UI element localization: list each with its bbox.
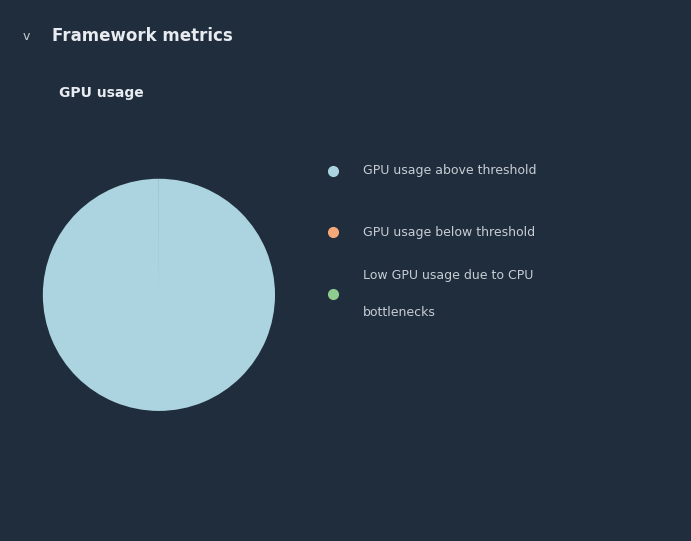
Text: GPU usage: GPU usage — [59, 86, 144, 100]
Text: Low GPU usage due to CPU: Low GPU usage due to CPU — [363, 269, 533, 282]
Text: Framework metrics: Framework metrics — [52, 27, 233, 45]
Text: GPU usage above threshold: GPU usage above threshold — [363, 164, 537, 177]
Text: v: v — [23, 30, 30, 43]
Text: GPU usage below threshold: GPU usage below threshold — [363, 226, 536, 239]
Text: bottlenecks: bottlenecks — [363, 306, 436, 319]
Wedge shape — [43, 179, 275, 411]
